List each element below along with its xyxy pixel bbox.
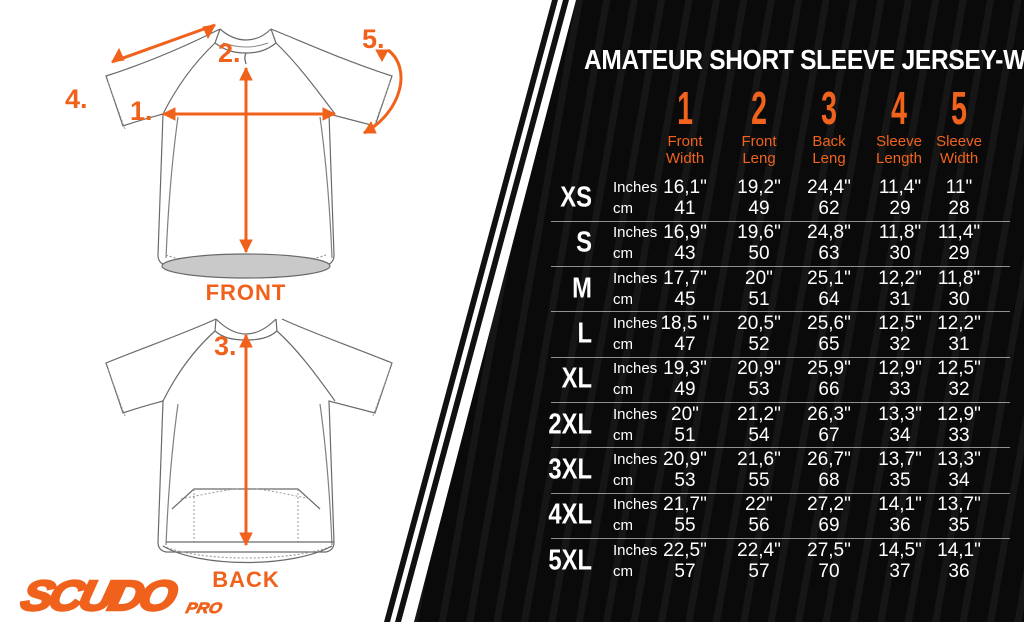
svg-text:5.: 5. <box>362 24 385 54</box>
svg-text:4.: 4. <box>65 84 88 114</box>
svg-text:1.: 1. <box>130 96 153 126</box>
svg-text:2.: 2. <box>218 38 241 68</box>
